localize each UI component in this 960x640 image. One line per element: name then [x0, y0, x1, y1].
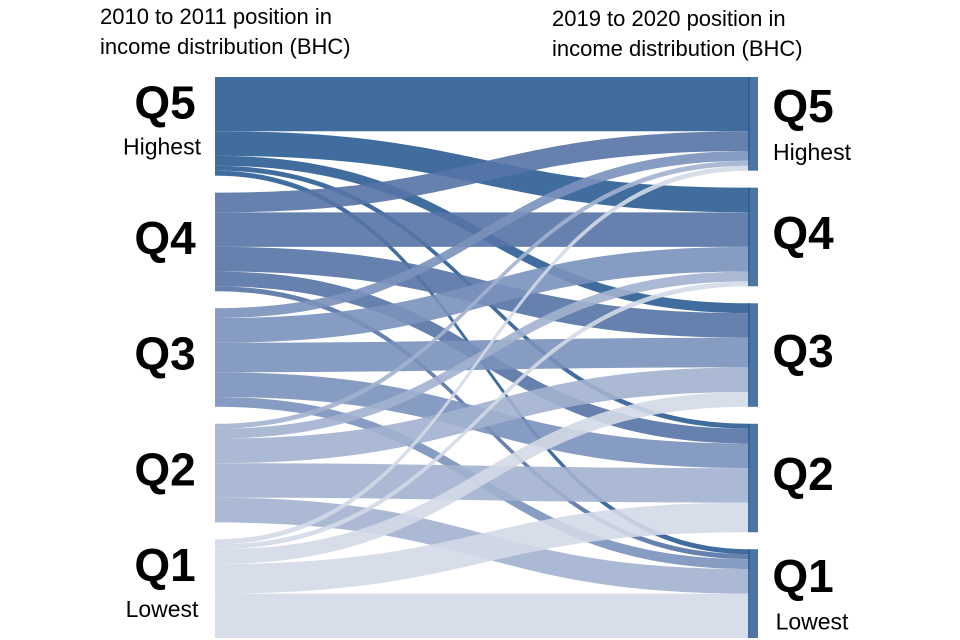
right-node: [748, 77, 758, 171]
right-title: income distribution (BHC): [552, 36, 803, 61]
flow: [215, 281, 750, 550]
right-label: Q4: [772, 207, 834, 259]
right-label: Q3: [772, 325, 833, 377]
flow: [215, 160, 750, 429]
flow: [215, 77, 750, 132]
right-node: [748, 187, 758, 287]
right-node: [748, 303, 758, 407]
right-label: Q5: [772, 80, 833, 132]
flow: [215, 165, 750, 545]
right-sublabel: Highest: [773, 139, 852, 165]
flow: [215, 593, 750, 638]
left-label: Q5: [134, 76, 195, 128]
right-label: Q2: [772, 448, 833, 500]
left-sublabel: Highest: [123, 133, 202, 159]
flow: [215, 131, 750, 213]
right-node: [748, 423, 758, 533]
right-title: 2019 to 2020 position in: [552, 6, 786, 31]
left-label: Q4: [134, 212, 196, 264]
left-label: Q1: [134, 539, 195, 591]
right-node: [748, 549, 758, 638]
left-label: Q2: [134, 443, 195, 495]
right-sublabel: Lowest: [776, 609, 849, 635]
left-title: income distribution (BHC): [100, 34, 351, 59]
flow: [215, 392, 750, 565]
left-sublabel: Lowest: [126, 596, 199, 622]
flow: [215, 150, 750, 319]
left-title: 2010 to 2011 position in: [100, 4, 332, 29]
right-label: Q1: [772, 550, 833, 602]
left-label: Q3: [134, 328, 195, 380]
flow: [215, 502, 750, 594]
